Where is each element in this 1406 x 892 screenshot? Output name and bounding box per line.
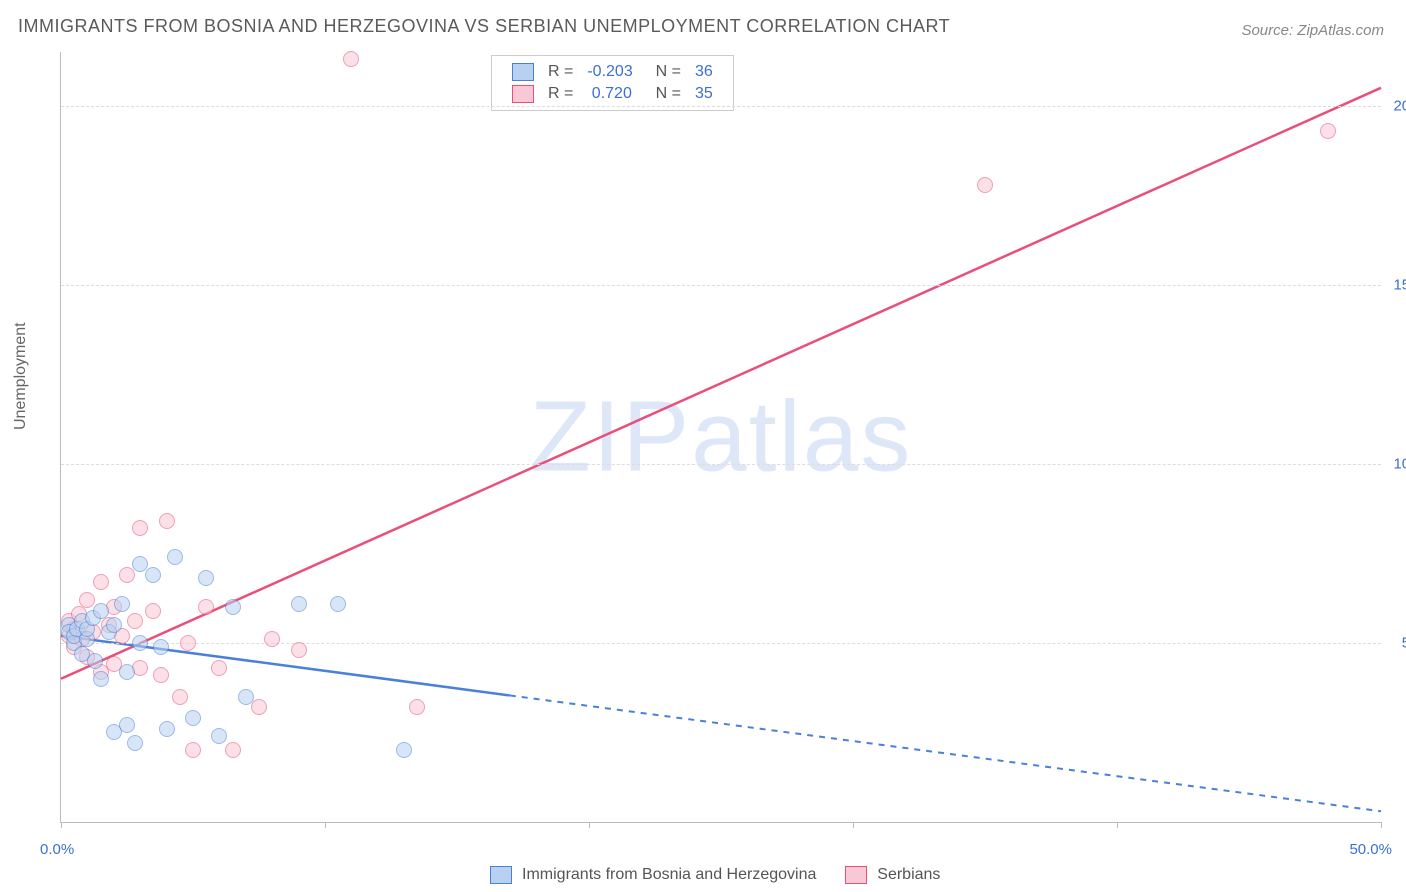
- swatch-pink: [845, 866, 867, 884]
- y-axis-label: Unemployment: [12, 322, 30, 430]
- data-point-blue: [93, 671, 109, 687]
- data-point-pink: [1320, 123, 1336, 139]
- data-point-pink: [180, 635, 196, 651]
- data-point-pink: [153, 667, 169, 683]
- data-point-blue: [185, 710, 201, 726]
- r-value-blue: -0.203: [581, 62, 638, 82]
- regression-line: [61, 88, 1381, 679]
- data-point-pink: [977, 177, 993, 193]
- data-point-blue: [238, 689, 254, 705]
- data-point-blue: [87, 653, 103, 669]
- plot-area: ZIPatlas R = -0.203 N = 36 R = 0.720 N =…: [60, 52, 1381, 823]
- x-axis-max-label: 50.0%: [1349, 841, 1392, 858]
- data-point-pink: [145, 603, 161, 619]
- data-point-blue: [153, 639, 169, 655]
- x-tick: [325, 822, 326, 828]
- data-point-pink: [291, 642, 307, 658]
- data-point-blue: [396, 742, 412, 758]
- y-tick-label: 20.0%: [1393, 97, 1406, 114]
- bottom-legend: Immigrants from Bosnia and Herzegovina S…: [0, 866, 1406, 884]
- data-point-pink: [251, 699, 267, 715]
- data-point-blue: [114, 596, 130, 612]
- data-point-blue: [132, 635, 148, 651]
- swatch-blue: [512, 63, 534, 81]
- data-point-blue: [211, 728, 227, 744]
- x-tick: [853, 822, 854, 828]
- data-point-blue: [127, 735, 143, 751]
- data-point-blue: [106, 617, 122, 633]
- y-tick-label: 10.0%: [1393, 455, 1406, 472]
- data-point-blue: [159, 721, 175, 737]
- swatch-pink: [512, 85, 534, 103]
- gridline: [61, 106, 1381, 107]
- data-point-pink: [211, 660, 227, 676]
- swatch-blue: [490, 866, 512, 884]
- data-point-blue: [330, 596, 346, 612]
- data-point-pink: [132, 520, 148, 536]
- legend-label-blue: Immigrants from Bosnia and Herzegovina: [522, 866, 816, 883]
- data-point-pink: [409, 699, 425, 715]
- data-point-pink: [343, 51, 359, 67]
- data-point-pink: [159, 513, 175, 529]
- x-tick: [1117, 822, 1118, 828]
- n-value-pink: 35: [689, 84, 719, 104]
- data-point-blue: [93, 603, 109, 619]
- data-point-pink: [198, 599, 214, 615]
- data-point-pink: [172, 689, 188, 705]
- legend-label-pink: Serbians: [877, 866, 940, 883]
- r-value-pink: 0.720: [581, 84, 638, 104]
- data-point-pink: [127, 613, 143, 629]
- n-value-blue: 36: [689, 62, 719, 82]
- data-point-blue: [145, 567, 161, 583]
- data-point-blue: [167, 549, 183, 565]
- y-tick-label: 15.0%: [1393, 276, 1406, 293]
- data-point-blue: [225, 599, 241, 615]
- data-point-pink: [93, 574, 109, 590]
- source-attribution: Source: ZipAtlas.com: [1241, 22, 1384, 39]
- data-point-blue: [198, 570, 214, 586]
- data-point-pink: [264, 631, 280, 647]
- data-point-pink: [119, 567, 135, 583]
- correlation-legend: R = -0.203 N = 36 R = 0.720 N = 35: [491, 55, 734, 111]
- gridline: [61, 643, 1381, 644]
- regression-line-extrapolated: [510, 695, 1381, 811]
- x-tick: [589, 822, 590, 828]
- data-point-blue: [291, 596, 307, 612]
- chart-title: IMMIGRANTS FROM BOSNIA AND HERZEGOVINA V…: [18, 16, 950, 37]
- y-tick-label: 5.0%: [1402, 634, 1406, 651]
- data-point-pink: [225, 742, 241, 758]
- data-point-pink: [185, 742, 201, 758]
- gridline: [61, 285, 1381, 286]
- data-point-blue: [119, 717, 135, 733]
- data-point-blue: [119, 664, 135, 680]
- x-tick: [61, 822, 62, 828]
- x-tick: [1381, 822, 1382, 828]
- gridline: [61, 464, 1381, 465]
- x-axis-min-label: 0.0%: [40, 841, 74, 858]
